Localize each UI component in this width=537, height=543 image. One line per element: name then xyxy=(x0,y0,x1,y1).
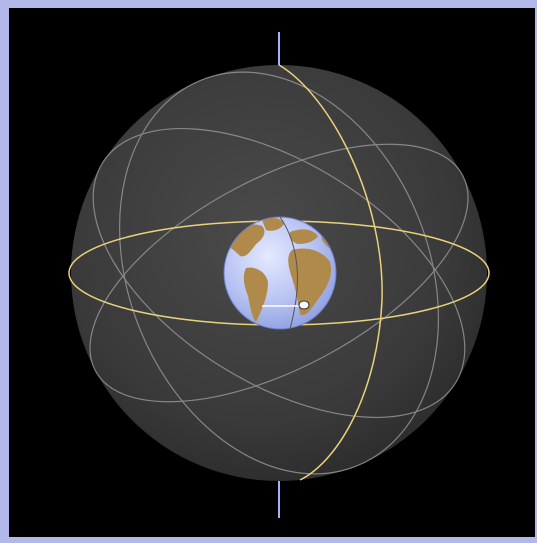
earth-meridian xyxy=(279,216,298,330)
meridian xyxy=(278,64,383,481)
continent-greenland xyxy=(262,217,284,231)
continent-south-america xyxy=(243,267,268,322)
continent-europe xyxy=(289,229,318,244)
continent-africa xyxy=(288,248,332,316)
observer-marker xyxy=(298,300,310,310)
sphere-grid xyxy=(89,71,469,475)
